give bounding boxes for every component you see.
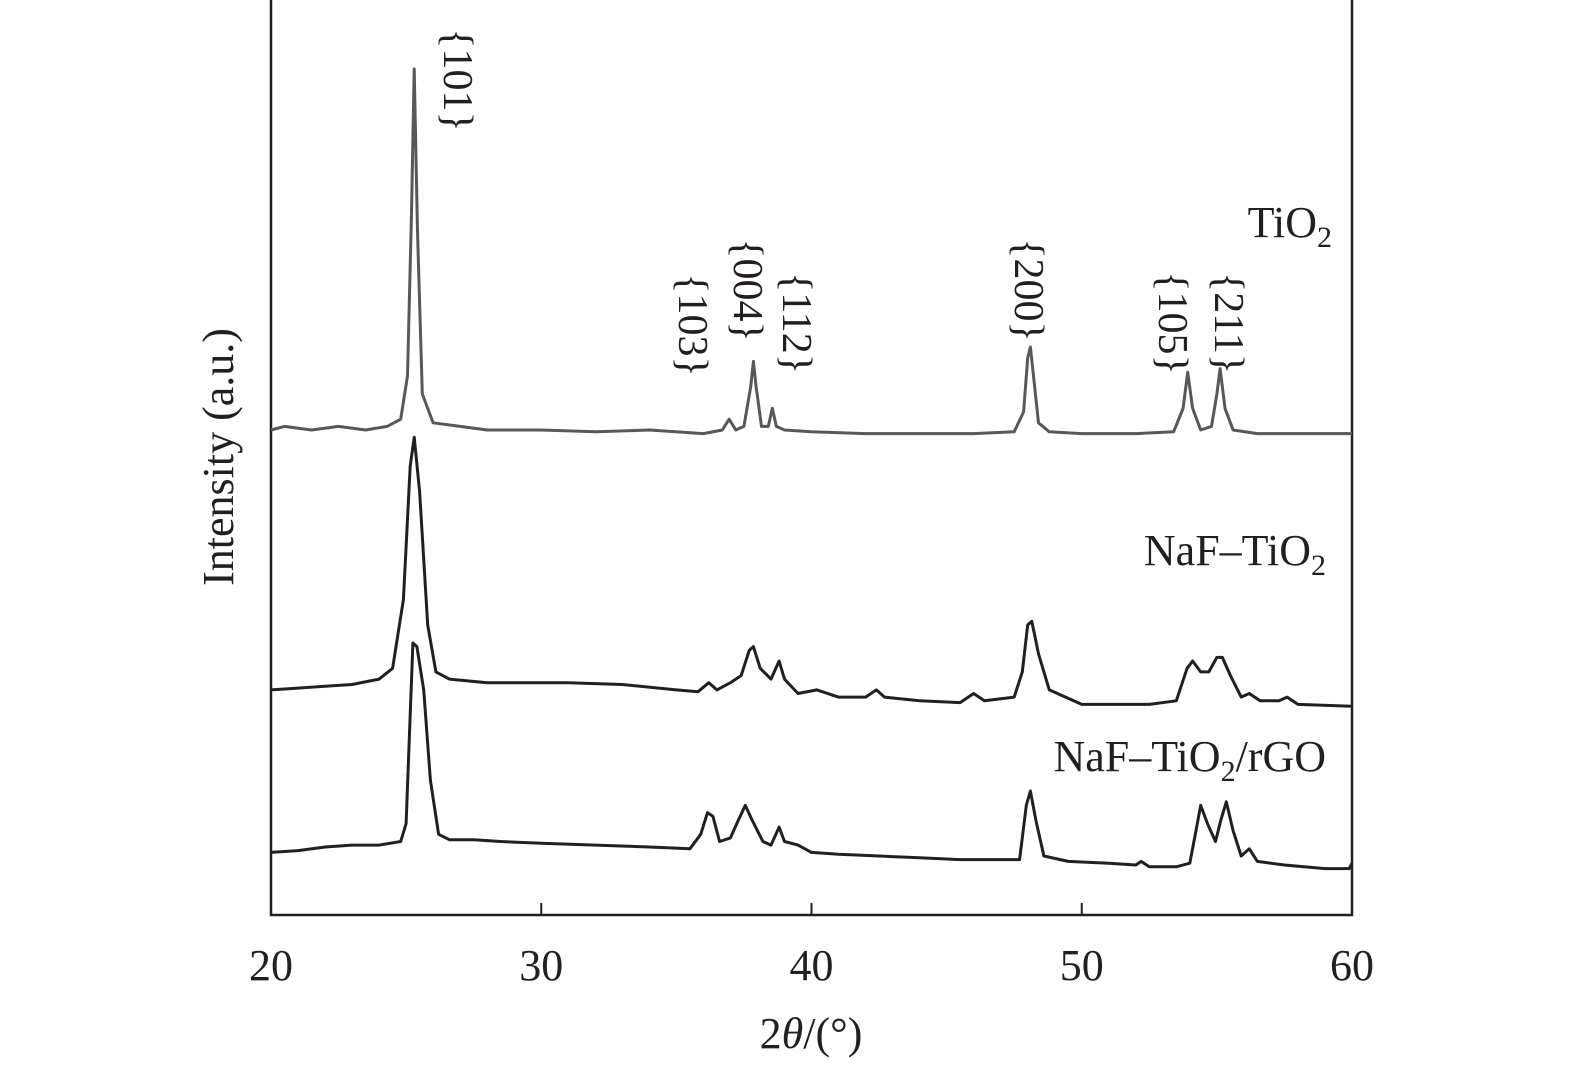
peak-label: {004} bbox=[724, 238, 770, 341]
x-axis-ticks bbox=[270, 903, 1353, 915]
peak-label: {105} bbox=[1149, 271, 1195, 374]
peak-label: {200} bbox=[1005, 238, 1051, 341]
peak-label: {112} bbox=[773, 272, 819, 374]
series-label-0: TiO2 bbox=[1248, 198, 1332, 254]
series-label-tail: /rGO bbox=[1236, 732, 1326, 781]
x-tick-label: 50 bbox=[1060, 941, 1104, 990]
peak-label: {103} bbox=[669, 273, 715, 376]
x-tick-label: 30 bbox=[519, 941, 563, 990]
series-line-2 bbox=[270, 641, 1354, 871]
x-axis-title: 2θ/(°) bbox=[760, 1009, 863, 1058]
x-axis-tick-labels: 20 30 40 50 60 bbox=[249, 941, 1374, 990]
series-label-1: NaF–TiO2 bbox=[1144, 526, 1326, 582]
x-tick-label: 20 bbox=[249, 941, 293, 990]
peak-label: {101} bbox=[434, 28, 480, 131]
x-axis-title-prefix: 2 bbox=[760, 1009, 782, 1058]
x-axis-title-suffix: /(°) bbox=[803, 1009, 862, 1058]
series-label-main: TiO bbox=[1248, 198, 1317, 247]
x-tick-label: 40 bbox=[790, 941, 834, 990]
series-label-subscript: 2 bbox=[1311, 549, 1326, 582]
series-line-1 bbox=[270, 435, 1353, 708]
series-line-0 bbox=[270, 67, 1352, 436]
series-label-subscript: 2 bbox=[1221, 755, 1236, 788]
peak-labels: {101} {103} {004} {112} {200} {105} {211} bbox=[434, 28, 1251, 376]
x-axis-title-symbol: θ bbox=[782, 1009, 804, 1058]
series-group bbox=[270, 67, 1354, 871]
series-label-main: NaF–TiO bbox=[1053, 732, 1220, 781]
series-label-subscript: 2 bbox=[1317, 221, 1332, 254]
series-label-main: NaF–TiO bbox=[1144, 526, 1311, 575]
series-label-2: NaF–TiO2/rGO bbox=[1053, 732, 1326, 788]
x-tick-label: 60 bbox=[1330, 941, 1374, 990]
peak-label: {211} bbox=[1205, 272, 1251, 374]
y-axis-title: Intensity (a.u.) bbox=[194, 328, 243, 586]
